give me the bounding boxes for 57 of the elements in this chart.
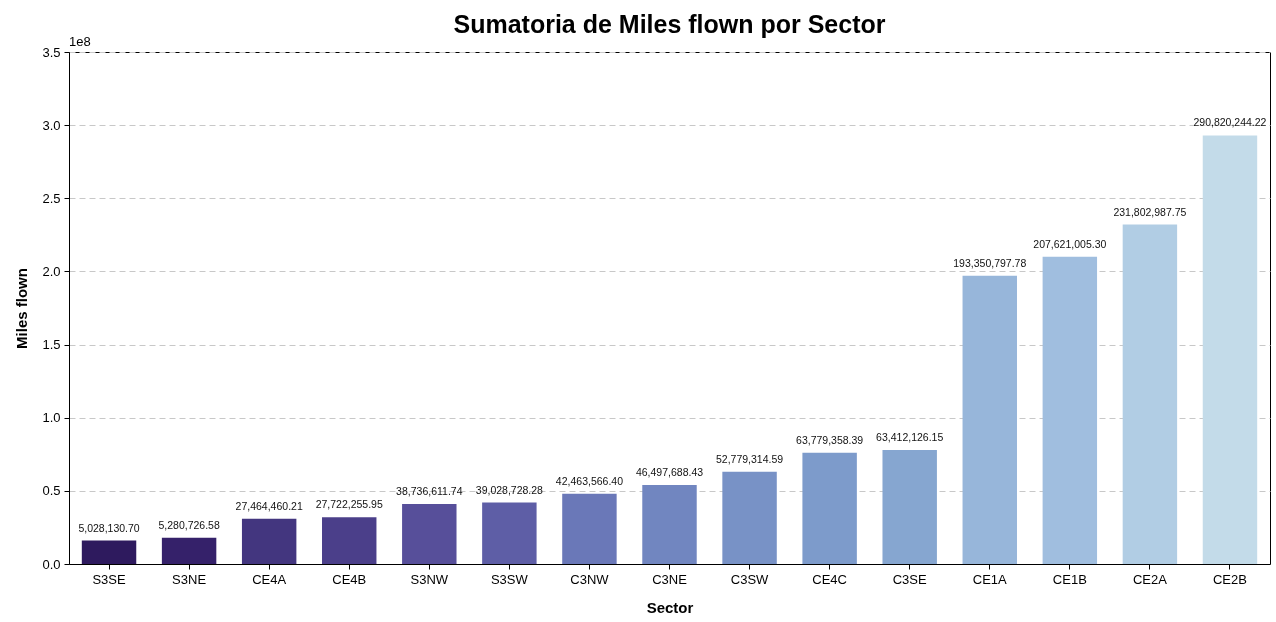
text: 1e8 [69,34,91,49]
bar [1122,224,1178,564]
bar [322,517,377,564]
x-tick-label: C3SE [892,571,927,587]
y-tick-label: 2.0 [42,263,61,279]
annotation: 38,736,611.74 [396,485,463,498]
chart-title: Sumatoria de Miles flown por Sector [453,10,886,38]
annotation: 5,280,726.58 [158,518,220,531]
y-axis-title: Miles flown [13,268,31,349]
y-tick-label: 3.5 [42,44,61,60]
bar [1042,256,1098,564]
x-tick-label: CE1B [1052,571,1087,587]
x-tick-label: CE4C [812,571,847,587]
x-tick-label: CE4B [332,571,367,587]
annotation: 42,463,566.40 [555,474,624,487]
x-tick-label: C3SW [730,571,770,587]
annotation: 63,779,358.39 [796,433,864,446]
y-tick-label: 1.5 [42,337,61,353]
x-axis-title: Sector [646,598,694,616]
x-tick-label: S3NE [172,571,207,587]
annotation: 39,028,728.28 [475,483,544,496]
annotation: 231,802,987.75 [1113,205,1187,218]
bar [722,471,777,564]
x-tick-label: S3NW [410,571,449,587]
x-tick-label: C3NW [570,571,610,587]
bar [802,452,857,564]
annotation: 27,464,460.21 [235,499,303,512]
x-tick-label: CE2A [1132,571,1168,587]
bar [642,485,697,564]
x-tick-label: CE1A [972,571,1008,587]
bar [81,540,137,564]
annotation: 27,722,255.95 [315,498,383,511]
x-tick-label: CE4A [252,571,287,587]
x-tick-label: C3NE [652,571,688,587]
y-tick-label: 1.0 [42,410,61,426]
y-tick-label: 0.0 [42,556,61,572]
bar [241,518,297,564]
bar [962,275,1017,564]
y-tick-label: 2.5 [42,190,61,206]
bar [562,493,617,564]
annotation: 52,779,314.59 [715,452,784,465]
bar [482,502,537,564]
annotation: 193,350,797.78 [953,256,1027,269]
annotation: 5,028,130.70 [78,521,140,534]
x-tick-label: CE2B [1212,571,1247,587]
bar [161,537,217,564]
x-tick-label: S3SW [490,571,529,587]
bar [882,449,937,564]
x-tick-label: S3SE [92,571,126,587]
annotation: 290,820,244.22 [1193,116,1267,129]
annotation: 63,412,126.15 [876,430,944,443]
bar [1202,135,1258,564]
y-tick-label: 3.0 [42,117,61,133]
annotation: 46,497,688.43 [635,466,704,479]
bar [402,504,457,564]
annotation: 207,621,005.30 [1033,237,1107,250]
y-tick-label: 0.5 [42,483,61,499]
